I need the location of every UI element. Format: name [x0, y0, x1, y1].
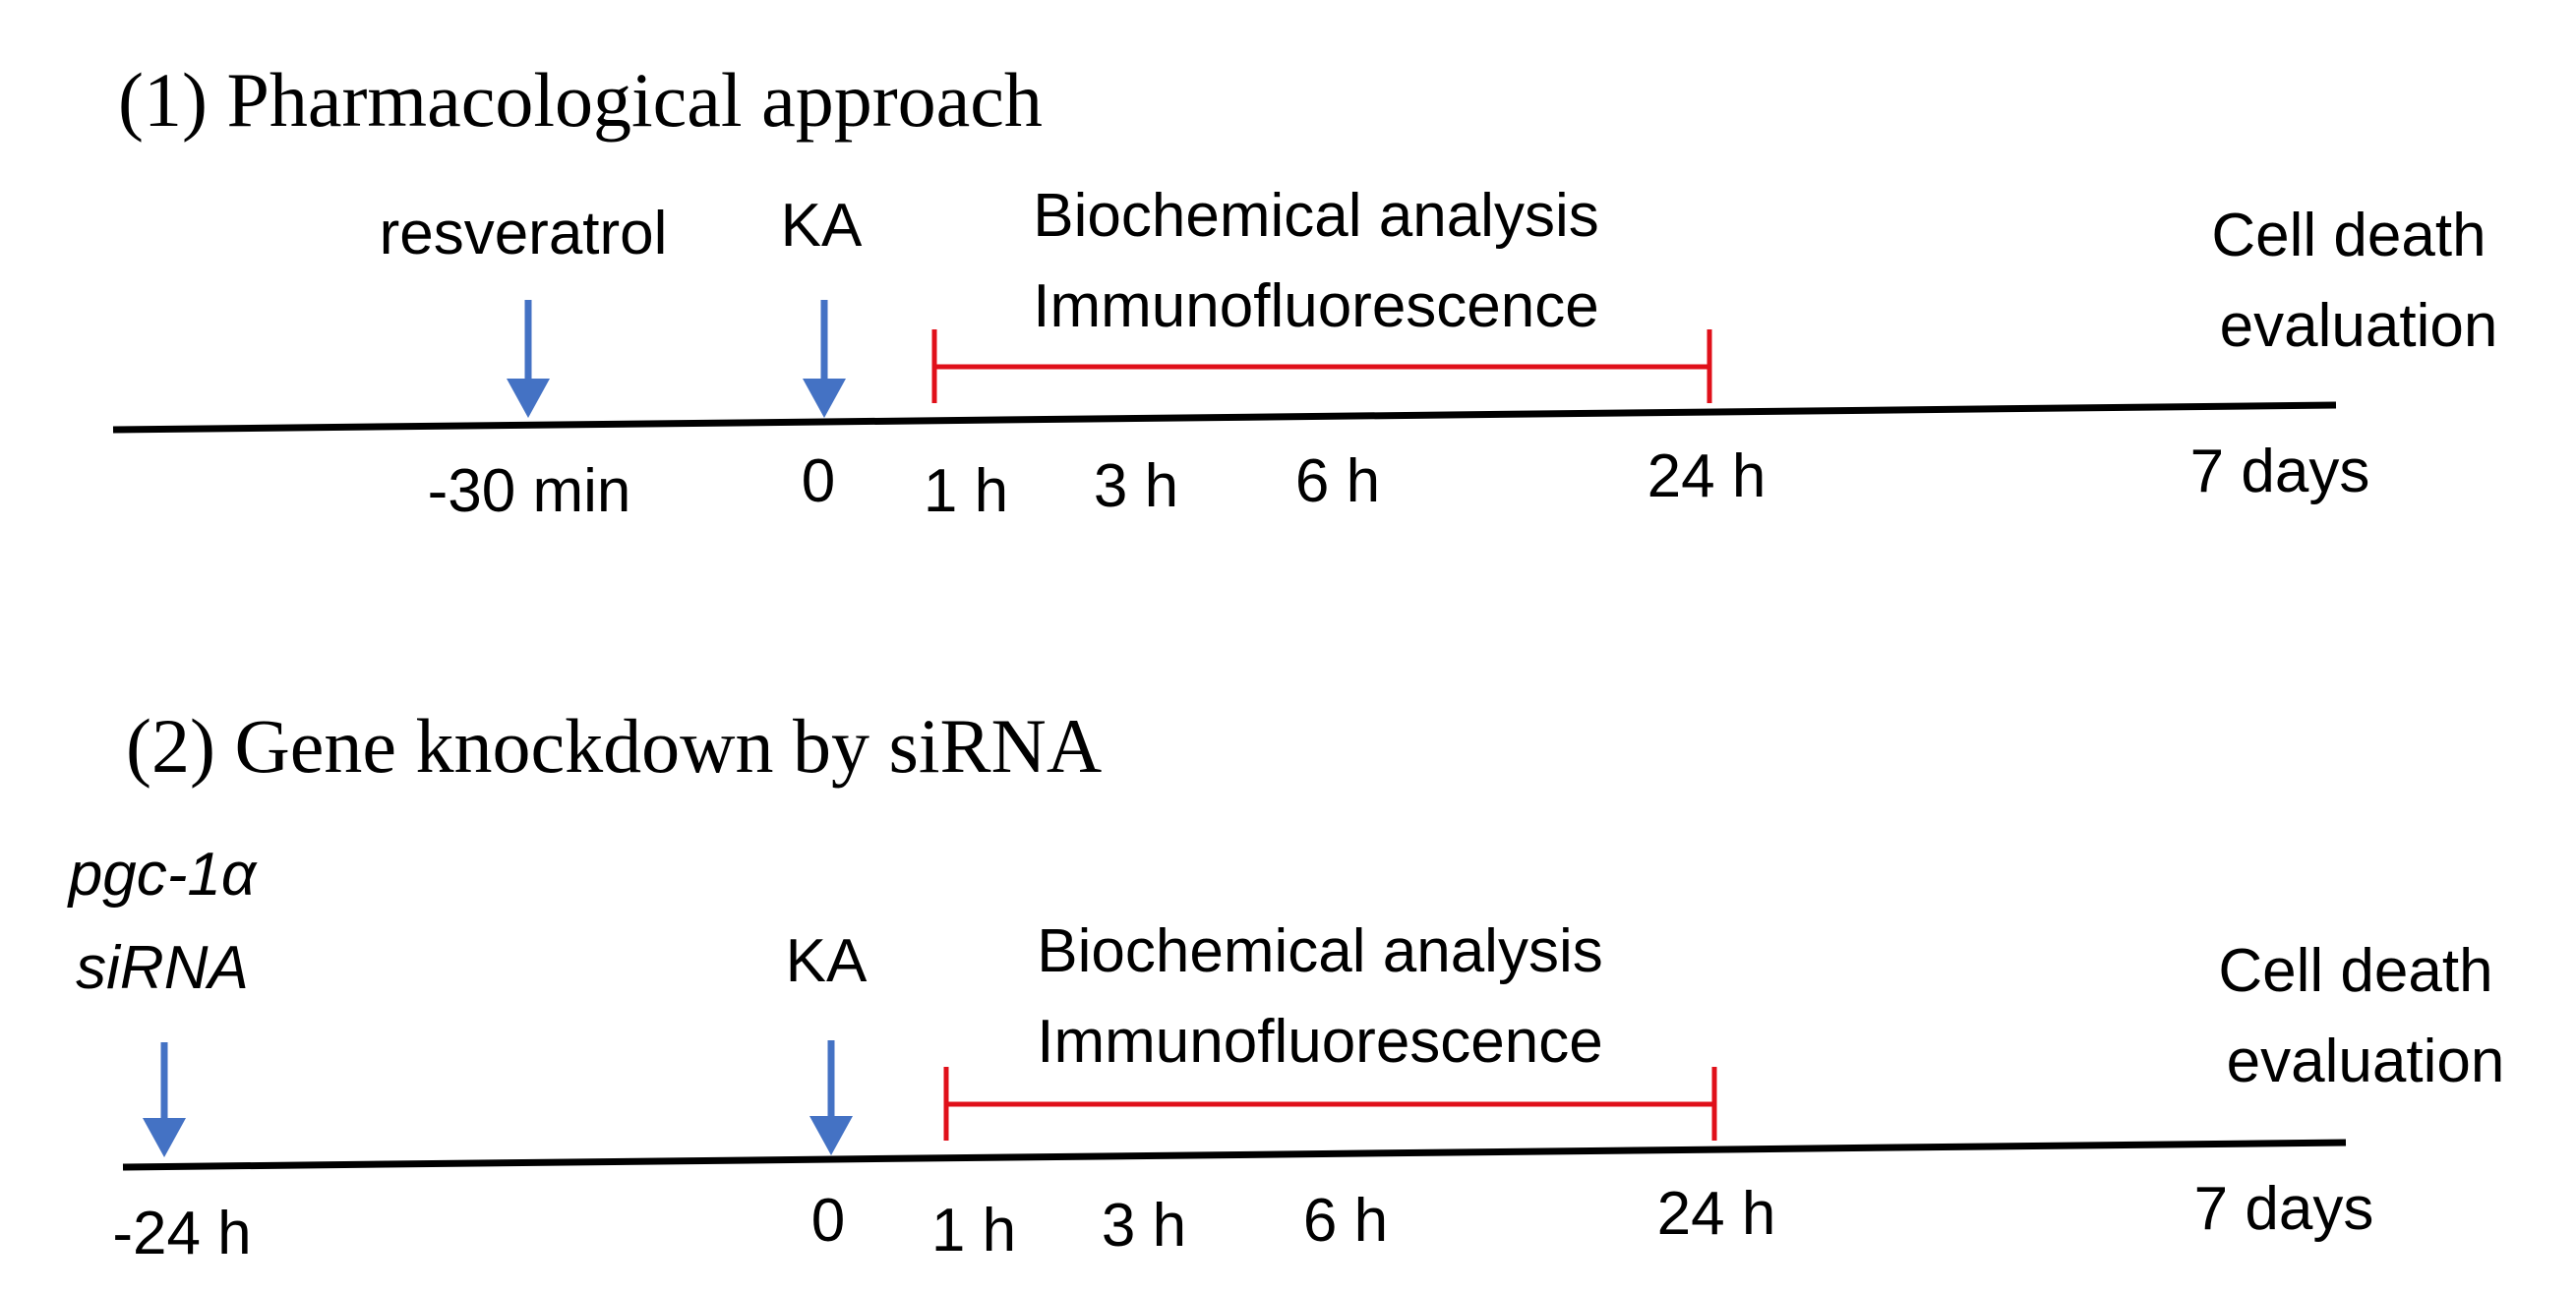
panel-1-title: (1) Pharmacological approach [118, 57, 1043, 143]
outcome-label-1a: Cell death [2211, 202, 2486, 269]
sirna-arrowhead [143, 1118, 186, 1157]
panel-1-pharmacological: (1) Pharmacological approach resveratrol… [112, 57, 2498, 525]
analysis-label-1a: Biochemical analysis [1033, 182, 1598, 250]
tick-label-3h-2: 3 h [1102, 1192, 1186, 1260]
tick-label-7d-1: 7 days [2190, 438, 2370, 505]
timeline-axis-2 [122, 1139, 2347, 1171]
tick-label-0-1: 0 [802, 447, 835, 515]
tick-label-7d-2: 7 days [2194, 1175, 2374, 1243]
tick-label-3h-1: 3 h [1094, 452, 1178, 520]
timeline-axis-1 [112, 401, 2337, 434]
tick-label-6h-1: 6 h [1295, 447, 1380, 515]
tick-label-6h-2: 6 h [1303, 1187, 1388, 1255]
tick-label-pre-2: -24 h [112, 1200, 251, 1267]
analysis-label-2a: Biochemical analysis [1037, 917, 1602, 985]
ka-label-1: KA [781, 192, 863, 260]
ka-arrowhead-1 [803, 379, 846, 418]
panel-2-gene-knockdown: (2) Gene knockdown by siRNA pgc-1α siRNA… [67, 703, 2505, 1267]
sirna-label-a: pgc-1α [67, 841, 258, 909]
tick-label-24h-1: 24 h [1647, 442, 1767, 510]
tick-label-pre-1: -30 min [428, 457, 631, 525]
tick-label-1h-1: 1 h [924, 457, 1008, 525]
tick-label-24h-2: 24 h [1657, 1180, 1776, 1248]
ka-arrowhead-2 [809, 1116, 853, 1155]
resveratrol-arrowhead [507, 379, 550, 418]
sirna-label-b: siRNA [76, 934, 249, 1002]
tick-label-0-2: 0 [811, 1187, 845, 1255]
tick-label-1h-2: 1 h [931, 1197, 1016, 1264]
analysis-label-2b: Immunofluorescence [1037, 1008, 1603, 1076]
outcome-label-2b: evaluation [2227, 1028, 2505, 1095]
outcome-label-1b: evaluation [2220, 292, 2498, 360]
resveratrol-label: resveratrol [380, 200, 668, 267]
ka-label-2: KA [786, 927, 868, 995]
panel-2-title: (2) Gene knockdown by siRNA [126, 703, 1102, 789]
analysis-label-1b: Immunofluorescence [1033, 272, 1599, 340]
outcome-label-2a: Cell death [2218, 937, 2492, 1005]
